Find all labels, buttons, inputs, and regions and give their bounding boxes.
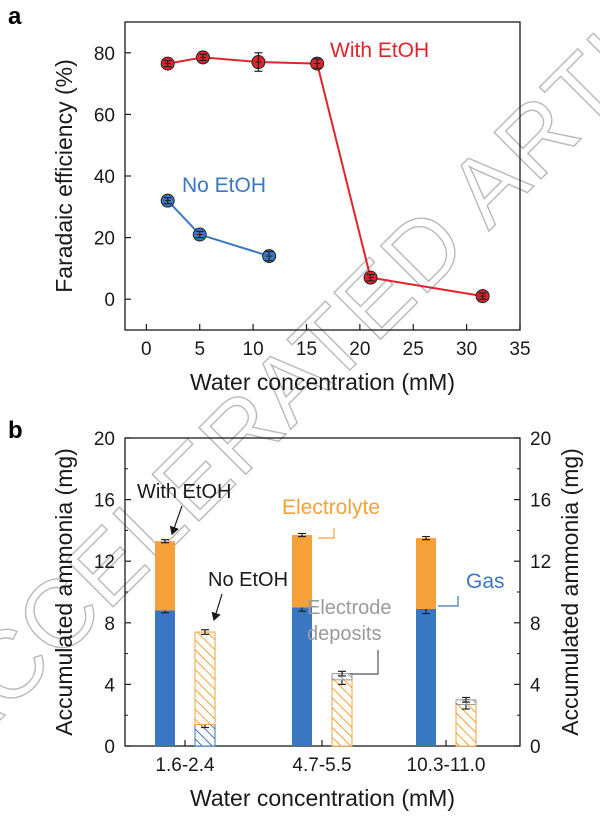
y-left-tick-label: 8 (104, 614, 115, 635)
y-tick-label: 40 (94, 167, 115, 188)
x-tick-label: 5 (194, 339, 205, 360)
bar-segment (292, 535, 312, 608)
y-tick-label: 60 (94, 105, 115, 126)
bar-segment (155, 541, 175, 611)
bar-segment (292, 607, 312, 746)
x-tick-label: 4.7-5.5 (292, 755, 351, 776)
y-left-tick-label: 12 (94, 552, 115, 573)
x-axis-title: Water concentration (mM) (190, 785, 455, 811)
leader-electrolyte (318, 528, 335, 539)
y-tick-label: 80 (94, 44, 115, 65)
y-left-tick-label: 4 (104, 675, 115, 696)
x-tick-label: 25 (403, 339, 424, 360)
bar-segment (155, 610, 175, 746)
arrow-no-etoh (211, 593, 223, 622)
y-tick-label: 0 (104, 290, 115, 311)
leader-electrode-deposits (350, 650, 379, 675)
y-left-tick-label: 0 (104, 737, 115, 758)
y-right-tick-label: 16 (530, 491, 551, 512)
x-tick-label: 10 (243, 339, 264, 360)
panel-b-label: b (8, 417, 23, 444)
panel-a-label: a (8, 3, 22, 30)
annotation-electrode-line2: deposits (307, 623, 382, 645)
x-tick-label: 30 (456, 339, 477, 360)
bar-segment (416, 538, 436, 609)
y-right-tick-label: 12 (530, 552, 551, 573)
x-tick-label: 10.3-11.0 (407, 755, 486, 776)
y-axis-title: Faradaic efficiency (%) (51, 59, 77, 293)
y-left-axis-title: Accumulated ammonia (mg) (51, 448, 77, 736)
annotation-electrode-line1: Electrode (307, 597, 392, 619)
bar-segment (194, 631, 216, 725)
x-tick-label: 0 (141, 339, 152, 360)
series-label-no-etoh: No EtOH (182, 174, 266, 197)
y-left-tick-label: 20 (94, 429, 115, 450)
annotation-electrolyte: Electrolyte (282, 496, 380, 519)
x-axis-title: Water concentration (mM) (190, 369, 455, 395)
x-tick-label: 1.6-2.4 (155, 755, 215, 776)
panel-b-chart: 0 0 4 4 8 8 12 12 16 16 20 20 Water concentration (m… (51, 429, 583, 811)
y-tick-label: 20 (94, 229, 115, 250)
series-line (166, 199, 270, 258)
y-right-tick-label: 4 (530, 675, 541, 696)
y-right-tick-label: 0 (530, 737, 541, 758)
arrow-with-etoh (169, 505, 183, 536)
y-right-tick-label: 8 (530, 614, 541, 635)
x-tick-label: 20 (349, 339, 370, 360)
y-right-tick-label: 20 (530, 429, 551, 450)
annotation-with-etoh: With EtOH (137, 481, 231, 503)
bar-segment (455, 703, 477, 747)
leader-gas (438, 596, 459, 607)
bar-segment (331, 679, 353, 747)
annotation-no-etoh: No EtOH (208, 569, 288, 591)
annotation-gas: Gas (466, 570, 505, 593)
bar-segment (416, 608, 436, 746)
series-label-with-etoh: With EtOH (330, 39, 429, 62)
y-left-tick-label: 16 (94, 491, 115, 512)
panel-a-chart: 0 5 10 15 20 25 30 35 0 20 40 60 80 Water concentrati… (51, 21, 531, 395)
x-tick-label: 35 (509, 339, 530, 360)
y-right-axis-title: Accumulated ammonia (mg) (557, 448, 583, 736)
x-tick-label: 15 (296, 339, 317, 360)
